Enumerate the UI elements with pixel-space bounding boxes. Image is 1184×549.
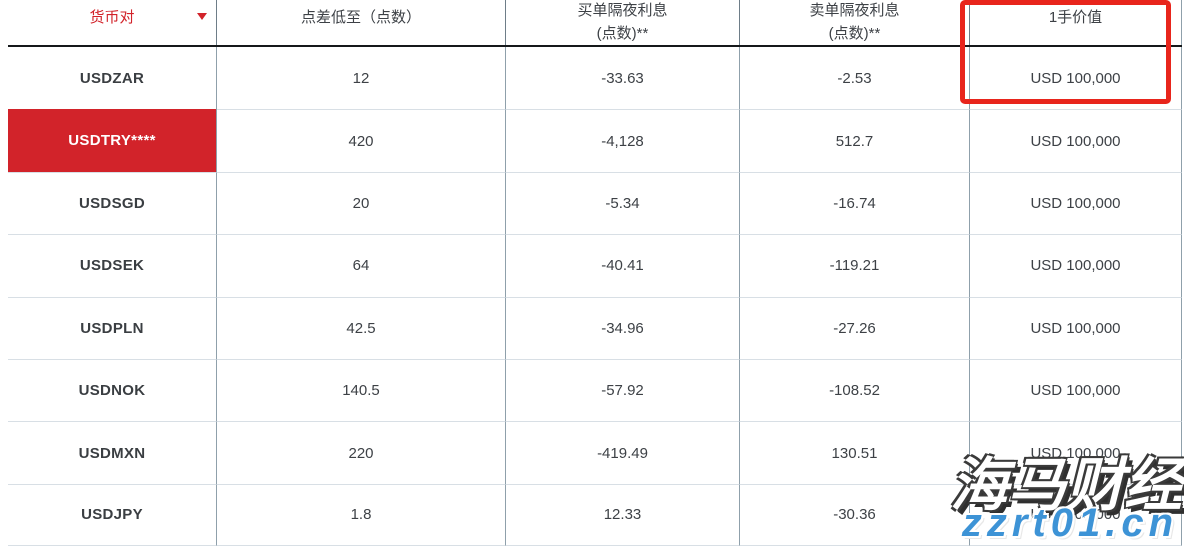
cell-sell-overnight: 130.51 xyxy=(740,421,970,484)
table-row-usdpln: USDPLN 42.5 -34.96 -27.26 USD 100,000 xyxy=(8,296,1182,359)
cell-spread: 42.5 xyxy=(217,296,506,359)
column-header-spread-label: 点差低至（点数） xyxy=(300,9,421,26)
cell-sell-overnight: -16.74 xyxy=(740,171,970,235)
cell-buy-overnight: -57.92 xyxy=(506,358,740,422)
cell-buy-overnight: -5.34 xyxy=(506,171,740,235)
cell-buy-overnight: -40.41 xyxy=(506,234,740,297)
cell-pair: USDNOK xyxy=(8,358,217,422)
cell-pair: USDSEK xyxy=(8,234,217,297)
cell-lot-value: USD 100,000 xyxy=(970,234,1182,297)
cell-lot-value: USD 100,000 xyxy=(970,47,1182,110)
table-row-usdtry: USDTRY**** 420 -4,128 512.7 USD 100,000 xyxy=(8,109,1182,172)
table-row-usdzar: USDZAR 12 -33.63 -2.53 USD 100,000 xyxy=(8,47,1182,110)
cell-lot-value: USD 100,000 xyxy=(970,421,1182,484)
table-row-usdsgd: USDSGD 20 -5.34 -16.74 USD 100,000 xyxy=(8,171,1182,235)
column-header-spread: 点差低至（点数） xyxy=(217,0,506,45)
column-header-sell-overnight-line2: (点数)** xyxy=(828,25,881,42)
sort-dropdown-icon[interactable] xyxy=(197,13,207,20)
column-header-currency-pair-label: 货币对 xyxy=(89,9,135,26)
cell-sell-overnight: -108.52 xyxy=(740,358,970,422)
cell-spread: 140.5 xyxy=(217,358,506,422)
cell-lot-value: USD 100,000 xyxy=(970,483,1182,547)
watermark-brand: 海马财经 xyxy=(949,453,1182,518)
table-row-usdmxn: USDMXN 220 -419.49 130.51 USD 100,000 xyxy=(8,421,1182,484)
cell-buy-overnight: -33.63 xyxy=(506,47,740,110)
cell-spread: 1.8 xyxy=(217,483,506,547)
cell-sell-overnight: -30.36 xyxy=(740,483,970,547)
cell-sell-overnight: -2.53 xyxy=(740,47,970,110)
cell-buy-overnight: -419.49 xyxy=(506,421,740,484)
cell-lot-value: USD 100,000 xyxy=(970,109,1182,172)
column-header-buy-overnight-line2: (点数)** xyxy=(596,25,649,42)
cell-pair-highlighted: USDTRY**** xyxy=(8,109,217,172)
cell-spread: 12 xyxy=(217,47,506,110)
cell-sell-overnight: -119.21 xyxy=(740,234,970,297)
cell-lot-value: USD 100,000 xyxy=(970,296,1182,359)
column-header-lot-value-label: 1手价值 xyxy=(1048,9,1103,26)
column-header-lot-value: 1手价值 xyxy=(970,0,1182,45)
cell-spread: 64 xyxy=(217,234,506,297)
cell-pair: USDZAR xyxy=(8,47,217,110)
cell-sell-overnight: 512.7 xyxy=(740,109,970,172)
cell-pair: USDMXN xyxy=(8,421,217,484)
column-header-sell-overnight: 卖单隔夜利息 (点数)** xyxy=(740,0,970,45)
column-header-currency-pair[interactable]: 货币对 xyxy=(8,0,217,45)
table-row-usdjpy: USDJPY 1.8 12.33 -30.36 USD 100,000 xyxy=(8,483,1182,547)
table-row-usdsek: USDSEK 64 -40.41 -119.21 USD 100,000 xyxy=(8,234,1182,297)
cell-sell-overnight: -27.26 xyxy=(740,296,970,359)
cell-buy-overnight: -34.96 xyxy=(506,296,740,359)
cell-spread: 420 xyxy=(217,109,506,172)
watermark-site-url: zzrt01.cn xyxy=(961,501,1178,545)
table-header-row: 货币对 点差低至（点数） 买单隔夜利息 (点数)** 卖单隔夜利息 (点数)**… xyxy=(8,0,1182,47)
cell-pair: USDJPY xyxy=(8,483,217,547)
column-header-sell-overnight-line1: 卖单隔夜利息 xyxy=(809,2,900,19)
cell-buy-overnight: -4,128 xyxy=(506,109,740,172)
cell-pair: USDPLN xyxy=(8,296,217,359)
column-header-buy-overnight: 买单隔夜利息 (点数)** xyxy=(506,0,740,45)
table-row-usdnok: USDNOK 140.5 -57.92 -108.52 USD 100,000 xyxy=(8,358,1182,422)
column-header-buy-overnight-line1: 买单隔夜利息 xyxy=(577,2,668,19)
cell-pair: USDSGD xyxy=(8,171,217,235)
cell-spread: 20 xyxy=(217,171,506,235)
cell-buy-overnight: 12.33 xyxy=(506,483,740,547)
spread-table: 货币对 点差低至（点数） 买单隔夜利息 (点数)** 卖单隔夜利息 (点数)**… xyxy=(8,0,1182,547)
cell-lot-value: USD 100,000 xyxy=(970,171,1182,235)
cell-spread: 220 xyxy=(217,421,506,484)
cell-lot-value: USD 100,000 xyxy=(970,358,1182,422)
